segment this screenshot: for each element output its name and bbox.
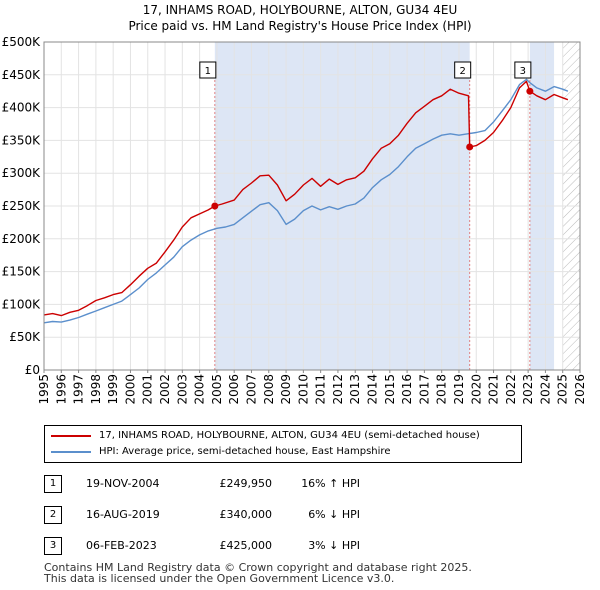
y-tick-label: £250K [2,199,42,213]
sale-date: 06-FEB-2023 [86,539,157,552]
x-tick-label: 2010 [296,374,310,405]
marker-box [514,61,532,79]
y-tick-label: £0 [25,363,40,377]
x-tick-label: 2012 [331,374,345,405]
x-tick-label: 1995 [37,374,51,405]
sale-price: £425,000 [219,539,273,552]
y-tick-label: £450K [2,68,42,82]
sale-number-badge: 3 [44,537,62,555]
sale-date: 16-AUG-2019 [86,508,160,521]
sale-hpi-relation: 16% ↑ HPI [301,477,360,490]
sale-point [211,202,219,210]
marker-label: 3 [520,66,526,77]
marker-label: 1 [205,66,211,77]
sale-number-badge: 2 [44,506,62,524]
x-tick-label: 2020 [469,374,483,405]
x-tick-label: 1996 [54,374,68,405]
y-tick-label: £50K [9,330,41,344]
x-tick-label: 2001 [141,374,155,405]
x-tick-label: 1999 [106,374,120,405]
marker-label: 2 [460,66,466,77]
y-tick-label: £100K [2,297,42,311]
y-tick-label: £350K [2,133,42,147]
chart-title-line2: Price paid vs. HM Land Registry's House … [128,19,472,33]
sale-point [466,143,474,151]
x-tick-label: 2026 [573,374,587,405]
sale-price: £340,000 [219,508,273,521]
legend-label-property: 17, INHAMS ROAD, HOLYBOURNE, ALTON, GU34… [99,430,480,441]
x-tick-label: 2009 [279,374,293,405]
footer-licence: This data is licensed under the Open Gov… [44,572,395,585]
x-tick-label: 2024 [538,374,552,405]
x-tick-label: 2006 [227,374,241,405]
sale-row: 3 06-FEB-2023 £425,000 3% ↓ HPI [0,536,600,556]
x-tick-label: 2021 [487,374,501,405]
x-tick-label: 2019 [452,374,466,405]
plot-frame [43,41,581,371]
x-tick-label: 2007 [244,374,258,405]
legend: 17, INHAMS ROAD, HOLYBOURNE, ALTON, GU34… [44,425,522,463]
x-tick-label: 2005 [210,374,224,405]
x-tick-label: 2022 [504,374,518,405]
x-tick-label: 2002 [158,374,172,405]
y-tick-label: £150K [2,265,42,279]
y-tick-label: £500K [2,35,42,49]
legend-swatch-property [51,435,91,437]
x-tick-label: 2003 [175,374,189,405]
sale-hpi-relation: 6% ↓ HPI [308,508,360,521]
price-chart: 1 2 3 £0 £50K £100K £150K £200K £250K £300K £350K £… [2,35,587,405]
x-tick-label: 1998 [89,374,103,405]
y-tick-label: £400K [2,101,42,115]
x-tick-label: 2000 [123,374,137,405]
sale-number-badge: 1 [44,475,62,493]
footer-copyright: Contains HM Land Registry data © Crown c… [44,561,472,574]
x-tick-label: 2017 [417,374,431,405]
sale-row: 2 16-AUG-2019 £340,000 6% ↓ HPI [0,505,600,525]
series-line-property [43,80,569,317]
x-tick-label: 2025 [556,374,570,405]
series-line-hpi [43,78,569,324]
x-tick-label: 2018 [435,374,449,405]
sale-hpi-relation: 3% ↓ HPI [308,539,360,552]
sale-row: 1 19-NOV-2004 £249,950 16% ↑ HPI [0,474,600,494]
x-tick-label: 2014 [366,374,380,405]
y-tick-label: £300K [2,166,42,180]
x-tick-label: 2008 [262,374,276,405]
y-tick-label: £200K [2,232,42,246]
sale-date: 19-NOV-2004 [86,477,160,490]
x-tick-label: 2015 [383,374,397,405]
marker-box [454,61,472,79]
x-tick-label: 2023 [521,374,535,405]
x-tick-label: 2004 [193,374,207,405]
chart-title-line1: 17, INHAMS ROAD, HOLYBOURNE, ALTON, GU34… [142,3,458,17]
sale-price: £249,950 [219,477,273,490]
sale-point [526,87,534,95]
marker-box [199,61,217,79]
legend-swatch-hpi [51,451,91,453]
x-tick-label: 2013 [348,374,362,405]
x-tick-label: 2016 [400,374,414,405]
legend-label-hpi: HPI: Average price, semi-detached house,… [99,446,391,457]
x-tick-label: 2011 [314,374,328,405]
x-tick-label: 1997 [72,374,86,405]
